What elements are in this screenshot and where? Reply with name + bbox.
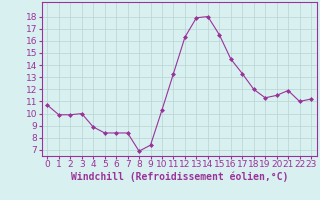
X-axis label: Windchill (Refroidissement éolien,°C): Windchill (Refroidissement éolien,°C) xyxy=(70,172,288,182)
